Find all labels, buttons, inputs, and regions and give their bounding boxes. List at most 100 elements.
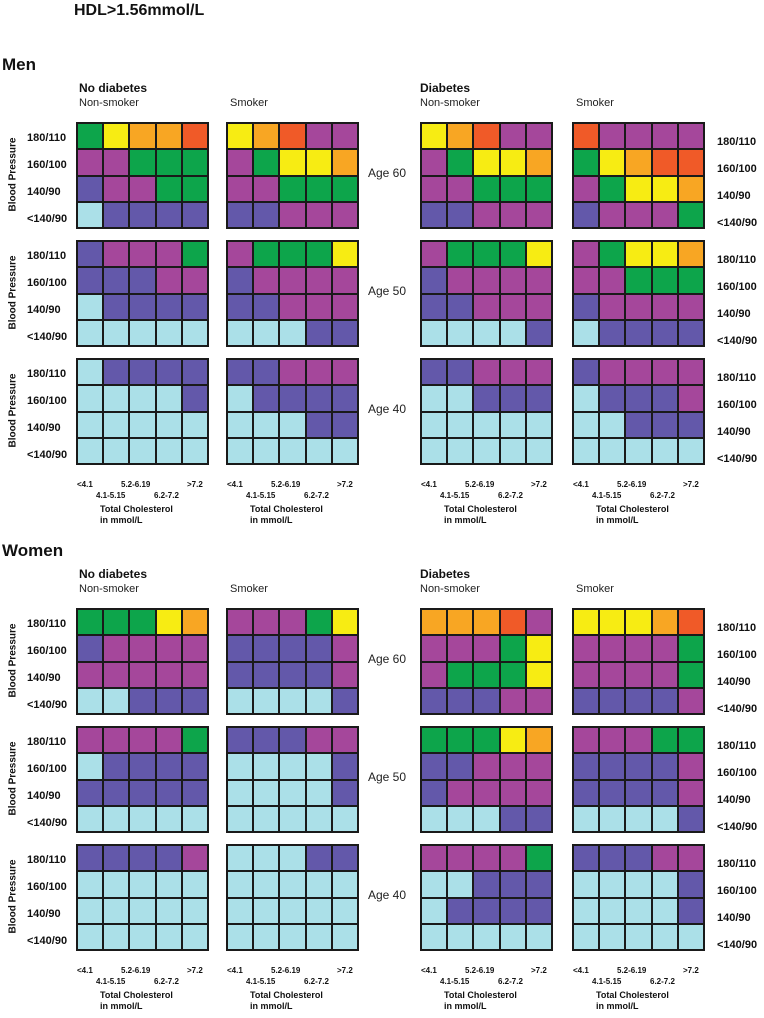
risk-cell xyxy=(228,806,253,831)
page-title: HDL>1.56mmol/L xyxy=(74,2,205,19)
risk-cell xyxy=(526,150,551,175)
risk-cell xyxy=(104,124,129,149)
risk-cell xyxy=(422,636,447,661)
risk-cell xyxy=(474,124,499,149)
risk-cell xyxy=(306,688,331,713)
risk-cell xyxy=(574,124,599,149)
chol-tick: <4.1 xyxy=(227,480,243,489)
risk-cell xyxy=(306,610,331,635)
risk-cell xyxy=(254,412,279,437)
bp-label-left: 140/90 xyxy=(27,304,61,316)
risk-cell xyxy=(332,360,357,385)
age-label: Age 40 xyxy=(368,402,407,416)
risk-cell xyxy=(78,386,103,411)
subgroup-label: Non-smoker xyxy=(420,583,480,595)
bp-label-left: 160/100 xyxy=(27,881,67,893)
risk-cell xyxy=(156,610,181,635)
risk-cell xyxy=(422,610,447,635)
risk-cell xyxy=(306,268,331,293)
risk-cell xyxy=(130,360,155,385)
risk-panel xyxy=(572,844,705,951)
risk-cell xyxy=(500,610,525,635)
risk-cell xyxy=(78,360,103,385)
risk-cell xyxy=(474,898,499,923)
risk-cell xyxy=(500,124,525,149)
risk-cell xyxy=(332,924,357,949)
risk-cell xyxy=(652,754,677,779)
risk-cell xyxy=(678,412,703,437)
risk-cell xyxy=(500,242,525,267)
blood-pressure-axis-label: Blood Pressure xyxy=(7,623,19,698)
risk-cell xyxy=(422,872,447,897)
risk-cell xyxy=(78,754,103,779)
risk-cell xyxy=(78,412,103,437)
risk-cell xyxy=(306,438,331,463)
bp-label-left: 180/110 xyxy=(27,736,67,748)
chol-tick: 5.2-6.19 xyxy=(617,966,647,975)
risk-panel xyxy=(226,358,359,465)
risk-cell xyxy=(678,360,703,385)
risk-cell xyxy=(104,320,129,345)
risk-cell xyxy=(678,202,703,227)
risk-cell xyxy=(332,242,357,267)
risk-cell xyxy=(500,872,525,897)
risk-cell xyxy=(182,320,207,345)
blood-pressure-axis-label: Blood Pressure xyxy=(7,859,19,934)
chol-axis-label: in mmol/L xyxy=(444,515,487,525)
risk-cell xyxy=(254,688,279,713)
risk-cell xyxy=(600,242,625,267)
group-label: Diabetes xyxy=(420,81,471,95)
risk-cell xyxy=(182,780,207,805)
risk-panel xyxy=(226,844,359,951)
risk-cell xyxy=(78,294,103,319)
risk-cell xyxy=(600,360,625,385)
risk-cell xyxy=(600,662,625,687)
bp-label-right: 140/90 xyxy=(717,912,751,924)
risk-cell xyxy=(78,636,103,661)
chol-tick: 5.2-6.19 xyxy=(465,966,495,975)
risk-cell xyxy=(182,662,207,687)
risk-cell xyxy=(228,176,253,201)
risk-cell xyxy=(130,610,155,635)
bp-label-right: 180/110 xyxy=(717,858,757,870)
risk-cell xyxy=(626,150,651,175)
risk-panel xyxy=(76,122,209,229)
risk-cell xyxy=(500,688,525,713)
bp-label-right: <140/90 xyxy=(717,939,758,951)
risk-cell xyxy=(254,662,279,687)
risk-cell xyxy=(280,242,305,267)
risk-panel xyxy=(226,608,359,715)
risk-cell xyxy=(228,412,253,437)
chol-tick: 5.2-6.19 xyxy=(617,480,647,489)
risk-cell xyxy=(104,846,129,871)
risk-cell xyxy=(332,780,357,805)
risk-cell xyxy=(678,806,703,831)
risk-cell xyxy=(254,754,279,779)
risk-cell xyxy=(600,806,625,831)
risk-cell xyxy=(228,242,253,267)
chol-tick: 4.1-5.15 xyxy=(96,977,126,986)
risk-cell xyxy=(678,320,703,345)
risk-cell xyxy=(182,268,207,293)
risk-cell xyxy=(652,268,677,293)
bp-label-left: <140/90 xyxy=(27,817,68,829)
chol-tick: <4.1 xyxy=(77,480,93,489)
risk-cell xyxy=(254,294,279,319)
risk-cell xyxy=(254,124,279,149)
risk-cell xyxy=(182,294,207,319)
chol-tick: <4.1 xyxy=(573,966,589,975)
risk-panel xyxy=(420,358,553,465)
risk-cell xyxy=(306,386,331,411)
chol-axis-label: in mmol/L xyxy=(100,1001,143,1011)
risk-cell xyxy=(626,872,651,897)
risk-cell xyxy=(574,386,599,411)
risk-cell xyxy=(332,636,357,661)
bp-label-right: <140/90 xyxy=(717,217,758,229)
risk-cell xyxy=(228,872,253,897)
risk-cell xyxy=(626,662,651,687)
bp-label-left: 140/90 xyxy=(27,790,61,802)
risk-cell xyxy=(280,150,305,175)
risk-cell xyxy=(526,320,551,345)
risk-cell xyxy=(500,176,525,201)
risk-cell xyxy=(280,294,305,319)
